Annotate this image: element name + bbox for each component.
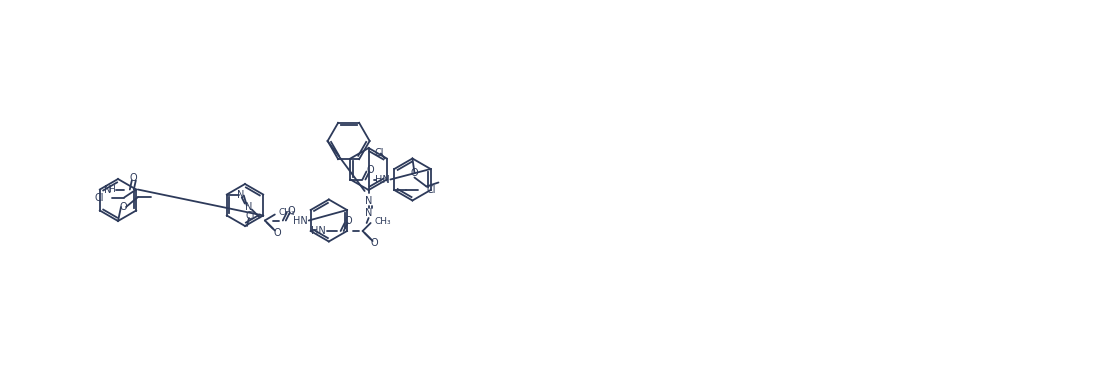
Text: HN: HN	[312, 226, 326, 236]
Text: HN: HN	[293, 216, 308, 226]
Text: O: O	[129, 173, 137, 183]
Text: CH₃: CH₃	[279, 208, 295, 217]
Text: O: O	[366, 164, 374, 174]
Text: O: O	[344, 216, 352, 226]
Text: N: N	[365, 208, 372, 218]
Text: N: N	[365, 196, 372, 206]
Text: N: N	[104, 184, 112, 194]
Text: Cl: Cl	[246, 211, 255, 221]
Text: H: H	[109, 185, 115, 194]
Text: O: O	[120, 202, 127, 212]
Text: N: N	[245, 201, 252, 211]
Text: N: N	[237, 190, 245, 200]
Text: O: O	[371, 238, 378, 248]
Text: Cl: Cl	[427, 185, 436, 195]
Text: CH₃: CH₃	[375, 217, 392, 226]
Text: O: O	[273, 227, 281, 237]
Text: Cl: Cl	[374, 148, 384, 158]
Text: O: O	[287, 206, 295, 216]
Text: O: O	[410, 167, 418, 177]
Text: Cl: Cl	[94, 193, 104, 203]
Text: HN: HN	[375, 174, 389, 184]
